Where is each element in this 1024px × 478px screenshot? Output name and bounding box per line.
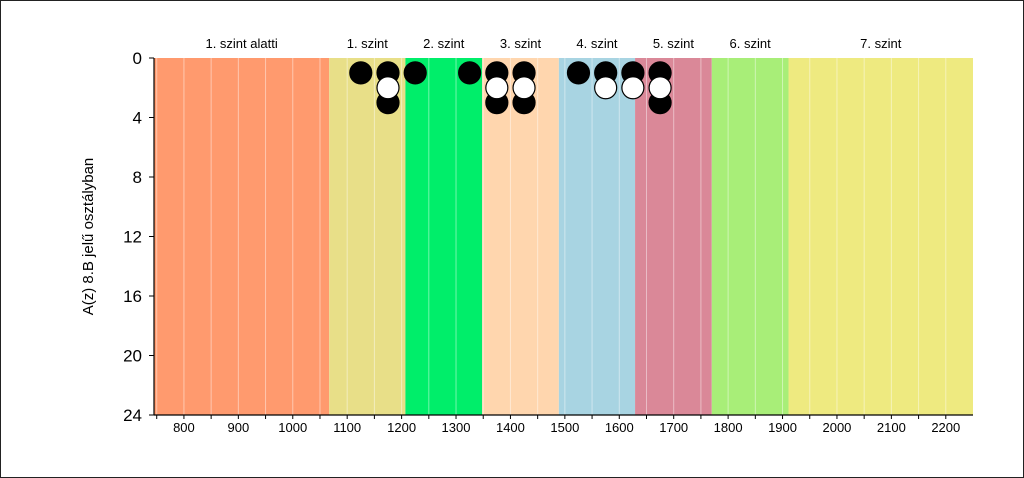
level-band	[711, 58, 789, 415]
x-tick-label: 2100	[877, 420, 906, 435]
y-tick-label: 0	[133, 49, 142, 68]
grid-layer	[156, 58, 947, 415]
x-tick-label: 1900	[768, 420, 797, 435]
data-point	[566, 61, 591, 85]
level-band	[154, 58, 330, 415]
band-label: 6. szint	[730, 36, 772, 51]
band-label: 1. szint	[347, 36, 389, 51]
y-tick-label: 12	[123, 228, 142, 247]
band-layer: 1. szint alatti 1. szint 2. szint 3. szint 4…	[154, 36, 973, 415]
level-band	[558, 58, 636, 415]
level-band	[329, 58, 406, 415]
data-point	[648, 76, 672, 100]
band-label: 5. szint	[653, 36, 695, 51]
level-band	[405, 58, 483, 415]
data-point	[376, 76, 400, 100]
x-tick-label: 2000	[822, 420, 851, 435]
x-tick-label: 1500	[550, 420, 579, 435]
x-tick-label: 1300	[442, 420, 471, 435]
x-tick-label: 1700	[659, 420, 688, 435]
band-label: 1. szint alatti	[205, 36, 277, 51]
data-point	[485, 76, 509, 100]
band-label: 4. szint	[576, 36, 618, 51]
data-point	[458, 61, 482, 85]
x-tick-label: 1800	[714, 420, 743, 435]
band-label: 2. szint	[423, 36, 465, 51]
y-tick-label: 20	[123, 347, 142, 366]
data-point	[403, 61, 427, 85]
y-tick-label: 4	[133, 109, 142, 128]
y-tick-label: 16	[123, 287, 142, 306]
axes-layer: 0 4 8 12 16 20 24 800 900 1000 1100 1200 1300 1400 150…	[123, 49, 973, 435]
x-tick-label: 1100	[333, 420, 361, 435]
data-point	[621, 76, 645, 100]
points-layer	[349, 61, 672, 115]
data-point	[594, 76, 618, 100]
x-tick-label: 1600	[605, 420, 634, 435]
data-point	[512, 76, 536, 100]
band-label: 3. szint	[500, 36, 542, 51]
x-tick-label: 1200	[387, 420, 416, 435]
x-tick-label: 2200	[931, 420, 960, 435]
x-tick-label: 800	[173, 420, 195, 435]
y-axis-title: A(z) 8.B jelű osztályban	[80, 158, 97, 316]
x-tick-label: 1400	[496, 420, 525, 435]
y-tick-label: 8	[133, 168, 142, 187]
data-point	[349, 61, 373, 85]
level-band	[635, 58, 712, 415]
y-tick-label: 24	[123, 406, 142, 425]
x-tick-label: 1000	[278, 420, 307, 435]
level-band	[788, 58, 973, 415]
x-tick-label: 900	[227, 420, 249, 435]
band-label: 7. szint	[860, 36, 902, 51]
level-band	[482, 58, 559, 415]
